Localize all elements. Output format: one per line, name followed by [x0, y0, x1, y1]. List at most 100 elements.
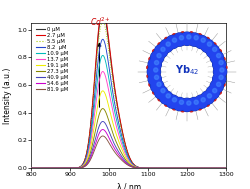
Circle shape — [186, 35, 190, 39]
Circle shape — [154, 60, 158, 65]
Circle shape — [218, 75, 222, 79]
Circle shape — [181, 41, 185, 45]
Circle shape — [200, 39, 213, 53]
Circle shape — [213, 67, 217, 70]
Circle shape — [148, 57, 152, 61]
Circle shape — [147, 66, 159, 78]
Circle shape — [212, 80, 216, 83]
Circle shape — [148, 73, 160, 85]
Circle shape — [160, 47, 164, 51]
Circle shape — [188, 41, 192, 45]
Circle shape — [156, 73, 159, 77]
Circle shape — [152, 90, 156, 94]
Circle shape — [148, 58, 161, 71]
Circle shape — [220, 57, 224, 61]
Circle shape — [201, 92, 213, 104]
Circle shape — [175, 97, 178, 101]
Circle shape — [150, 51, 163, 64]
Y-axis label: Intensity (a.u.): Intensity (a.u.) — [3, 67, 12, 124]
Circle shape — [146, 74, 150, 78]
Circle shape — [210, 51, 222, 64]
Circle shape — [180, 98, 193, 112]
Circle shape — [211, 97, 215, 101]
Circle shape — [194, 36, 207, 49]
Circle shape — [212, 60, 216, 64]
Circle shape — [164, 49, 168, 53]
Circle shape — [220, 83, 224, 86]
Circle shape — [172, 106, 175, 110]
Circle shape — [194, 95, 207, 108]
Circle shape — [148, 58, 160, 70]
Circle shape — [172, 33, 186, 46]
Circle shape — [180, 33, 192, 45]
Circle shape — [154, 45, 167, 58]
Circle shape — [200, 94, 203, 98]
Circle shape — [212, 47, 216, 51]
Circle shape — [188, 98, 200, 110]
Circle shape — [157, 60, 161, 64]
Circle shape — [210, 80, 222, 92]
Circle shape — [160, 40, 172, 52]
Circle shape — [186, 101, 190, 105]
Circle shape — [169, 45, 173, 49]
Circle shape — [188, 32, 192, 36]
Circle shape — [160, 92, 172, 104]
Circle shape — [148, 83, 152, 86]
Circle shape — [194, 36, 206, 48]
Circle shape — [212, 58, 225, 71]
Circle shape — [205, 49, 209, 53]
Circle shape — [166, 36, 178, 48]
Circle shape — [193, 100, 198, 104]
Circle shape — [160, 88, 164, 93]
Circle shape — [156, 53, 160, 58]
Circle shape — [213, 66, 225, 78]
Circle shape — [211, 43, 215, 47]
Circle shape — [187, 33, 200, 46]
Circle shape — [188, 108, 192, 112]
Circle shape — [213, 65, 226, 78]
Circle shape — [212, 58, 224, 70]
Circle shape — [194, 42, 198, 46]
Circle shape — [193, 36, 198, 40]
Circle shape — [194, 96, 206, 108]
Circle shape — [172, 34, 175, 38]
X-axis label: λ / nm: λ / nm — [116, 183, 140, 189]
Circle shape — [217, 90, 220, 94]
Circle shape — [187, 98, 200, 111]
Circle shape — [159, 39, 172, 53]
Circle shape — [205, 102, 208, 106]
Circle shape — [166, 94, 170, 98]
Circle shape — [166, 95, 178, 108]
Circle shape — [166, 96, 178, 108]
Circle shape — [154, 45, 166, 57]
Circle shape — [200, 91, 213, 104]
Circle shape — [179, 100, 183, 104]
Circle shape — [150, 51, 162, 64]
Circle shape — [206, 42, 211, 46]
Circle shape — [154, 86, 166, 98]
Circle shape — [172, 98, 176, 102]
Circle shape — [206, 86, 218, 98]
Circle shape — [157, 80, 161, 83]
Circle shape — [206, 86, 218, 99]
Circle shape — [209, 54, 213, 58]
Circle shape — [188, 99, 192, 103]
Circle shape — [179, 36, 183, 40]
Circle shape — [200, 38, 204, 42]
Circle shape — [159, 91, 172, 104]
Circle shape — [156, 67, 159, 70]
Circle shape — [197, 106, 201, 110]
Circle shape — [175, 42, 178, 46]
Circle shape — [218, 60, 222, 65]
Text: Yb$_{42}$: Yb$_{42}$ — [174, 63, 198, 77]
Circle shape — [164, 37, 168, 41]
Legend: 0 μM, 2.7 μM, 5.5 μM, 8.2  μM, 10.9 μM, 13.7 μM, 19.1 μM, 27.3 μM, 40.9 μM, 54.6: 0 μM, 2.7 μM, 5.5 μM, 8.2 μM, 10.9 μM, 1… — [36, 27, 68, 92]
Circle shape — [201, 40, 213, 52]
Circle shape — [212, 73, 224, 85]
Circle shape — [180, 99, 192, 111]
Circle shape — [216, 82, 220, 86]
Circle shape — [146, 66, 150, 69]
Circle shape — [150, 80, 162, 92]
Circle shape — [206, 45, 218, 58]
Circle shape — [166, 36, 178, 49]
